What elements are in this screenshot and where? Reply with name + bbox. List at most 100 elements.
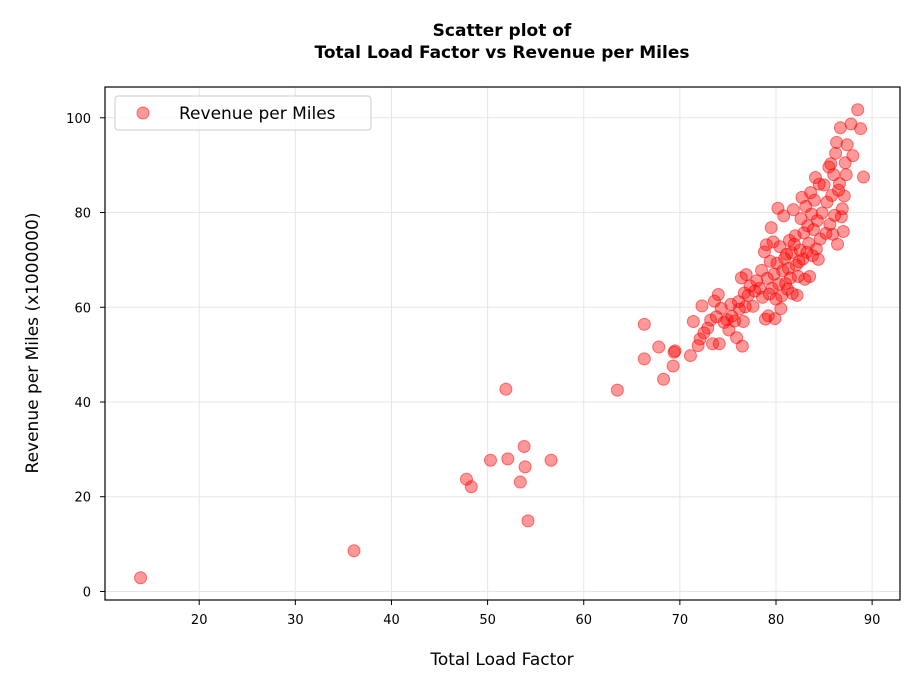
scatter-point — [683, 349, 697, 363]
scatter-point — [741, 288, 755, 302]
scatter-point — [856, 170, 870, 184]
scatter-point — [803, 269, 817, 283]
scatter-point — [711, 287, 725, 301]
scatter-point — [810, 214, 824, 228]
x-tick-label: 70 — [672, 613, 689, 628]
scatter-point — [836, 224, 850, 238]
scatter-point — [695, 299, 709, 313]
y-tick-label: 80 — [74, 207, 91, 222]
scatter-point — [544, 453, 558, 467]
scatter-point — [777, 209, 791, 223]
scatter-point — [815, 206, 829, 220]
y-tick-label: 40 — [74, 396, 91, 411]
scatter-point — [835, 202, 849, 216]
scatter-point — [657, 372, 671, 386]
scatter-point — [513, 475, 527, 489]
scatter-point — [851, 103, 865, 117]
scatter-point — [766, 235, 780, 249]
y-tick-label: 100 — [66, 112, 91, 127]
scatter-point — [812, 177, 826, 191]
x-tick-label: 30 — [287, 613, 304, 628]
scatter-point — [134, 571, 148, 585]
scatter-point — [637, 352, 651, 366]
scatter-point — [797, 226, 811, 240]
scatter-point — [796, 252, 810, 266]
scatter-point — [756, 290, 770, 304]
scatter-point — [743, 279, 757, 293]
scatter-point — [637, 317, 651, 331]
x-tick-label: 60 — [575, 613, 592, 628]
scatter-point — [846, 149, 860, 163]
legend-box — [114, 95, 372, 131]
y-tick-label: 60 — [74, 301, 91, 316]
chart-title-line1: Scatter plot of — [433, 21, 572, 41]
scatter-point — [839, 168, 853, 182]
x-tick-label: 20 — [191, 613, 208, 628]
scatter-point — [759, 238, 773, 252]
scatter-point — [483, 453, 497, 467]
y-axis-label: Revenue per Miles (x1000000) — [23, 213, 43, 474]
scatter-point — [706, 337, 720, 351]
chart-title-line2: Total Load Factor vs Revenue per Miles — [315, 43, 690, 63]
scatter-point — [832, 177, 846, 191]
scatter-point — [652, 340, 666, 354]
x-tick-label: 50 — [479, 613, 496, 628]
grid-lines — [105, 87, 900, 600]
x-tick-label: 80 — [768, 613, 785, 628]
x-axis-ticks: 20 30 40 50 60 70 80 90 — [191, 600, 880, 628]
x-tick-label: 90 — [864, 613, 881, 628]
scatter-point — [347, 544, 361, 558]
scatter-point — [840, 138, 854, 152]
x-tick-label: 40 — [383, 613, 400, 628]
legend-marker — [136, 106, 150, 120]
scatter-point — [666, 359, 680, 373]
scatter-point — [817, 178, 831, 192]
scatter-point — [518, 460, 532, 474]
scatter-point — [825, 188, 839, 202]
scatter-point — [768, 312, 782, 326]
scatter-point — [668, 344, 682, 358]
scatter-point — [830, 135, 844, 149]
legend: Revenue per Miles — [114, 95, 372, 131]
scatter-point — [517, 440, 531, 454]
scatter-point — [736, 314, 750, 328]
scatter-point — [735, 339, 749, 353]
scatter-point — [837, 189, 851, 203]
scatter-point — [831, 237, 845, 251]
x-axis-label: Total Load Factor — [429, 650, 573, 670]
scatter-point — [829, 146, 843, 160]
scatter-point — [790, 288, 804, 302]
scatter-point — [750, 274, 764, 288]
scatter-point — [701, 321, 715, 335]
scatter-point — [807, 193, 821, 207]
scatter-point — [712, 337, 726, 351]
scatter-point — [746, 299, 760, 313]
scatter-point — [808, 170, 822, 184]
scatter-point — [459, 472, 473, 486]
y-tick-label: 20 — [74, 491, 91, 506]
scatter-point — [781, 261, 795, 275]
plot-frame — [104, 86, 901, 601]
scatter-point — [764, 221, 778, 235]
scatter-point — [501, 452, 515, 466]
scatter-point — [786, 203, 800, 217]
scatter-point — [780, 247, 794, 261]
scatter-point — [610, 383, 624, 397]
legend-label: Revenue per Miles — [179, 104, 336, 124]
scatter-point — [714, 301, 728, 315]
data-points — [134, 103, 870, 585]
scatter-point — [811, 252, 825, 266]
scatter-point — [739, 268, 753, 282]
y-tick-label: 0 — [83, 585, 91, 600]
scatter-point — [521, 514, 535, 528]
scatter-point — [820, 195, 834, 209]
scatter-point — [693, 332, 707, 346]
scatter-point — [499, 382, 513, 396]
scatter-point — [686, 314, 700, 328]
scatter-point — [804, 186, 818, 200]
y-axis-ticks: 0 20 40 60 80 100 — [66, 112, 105, 600]
scatter-point — [722, 323, 736, 337]
scatter-point — [761, 309, 775, 323]
scatter-point — [774, 302, 788, 316]
